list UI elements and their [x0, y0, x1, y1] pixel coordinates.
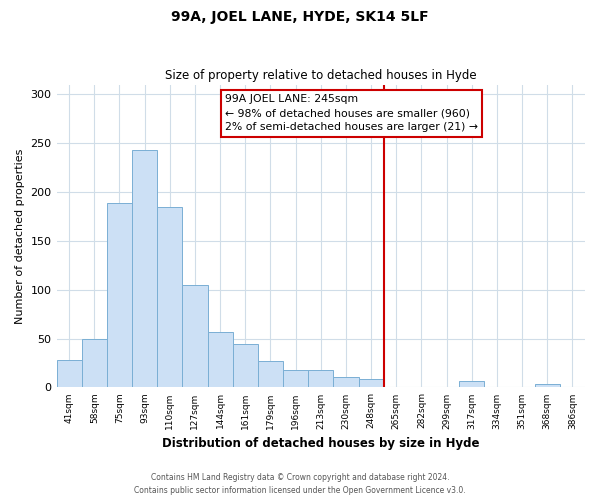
Title: Size of property relative to detached houses in Hyde: Size of property relative to detached ho… — [165, 69, 476, 82]
Text: Contains HM Land Registry data © Crown copyright and database right 2024.
Contai: Contains HM Land Registry data © Crown c… — [134, 474, 466, 495]
Bar — [182, 285, 208, 388]
Text: 99A, JOEL LANE, HYDE, SK14 5LF: 99A, JOEL LANE, HYDE, SK14 5LF — [171, 10, 429, 24]
Bar — [56, 360, 82, 388]
Bar — [233, 344, 258, 388]
Bar — [208, 332, 233, 388]
Bar — [334, 376, 359, 388]
Bar — [132, 150, 157, 388]
Bar — [459, 380, 484, 388]
Text: 99A JOEL LANE: 245sqm
← 98% of detached houses are smaller (960)
2% of semi-deta: 99A JOEL LANE: 245sqm ← 98% of detached … — [225, 94, 478, 132]
Bar — [308, 370, 334, 388]
Bar — [107, 203, 132, 388]
Bar — [535, 384, 560, 388]
Bar — [157, 206, 182, 388]
Bar — [359, 378, 383, 388]
Bar — [283, 370, 308, 388]
Bar — [82, 338, 107, 388]
Y-axis label: Number of detached properties: Number of detached properties — [15, 148, 25, 324]
X-axis label: Distribution of detached houses by size in Hyde: Distribution of detached houses by size … — [162, 437, 479, 450]
Bar — [258, 361, 283, 388]
